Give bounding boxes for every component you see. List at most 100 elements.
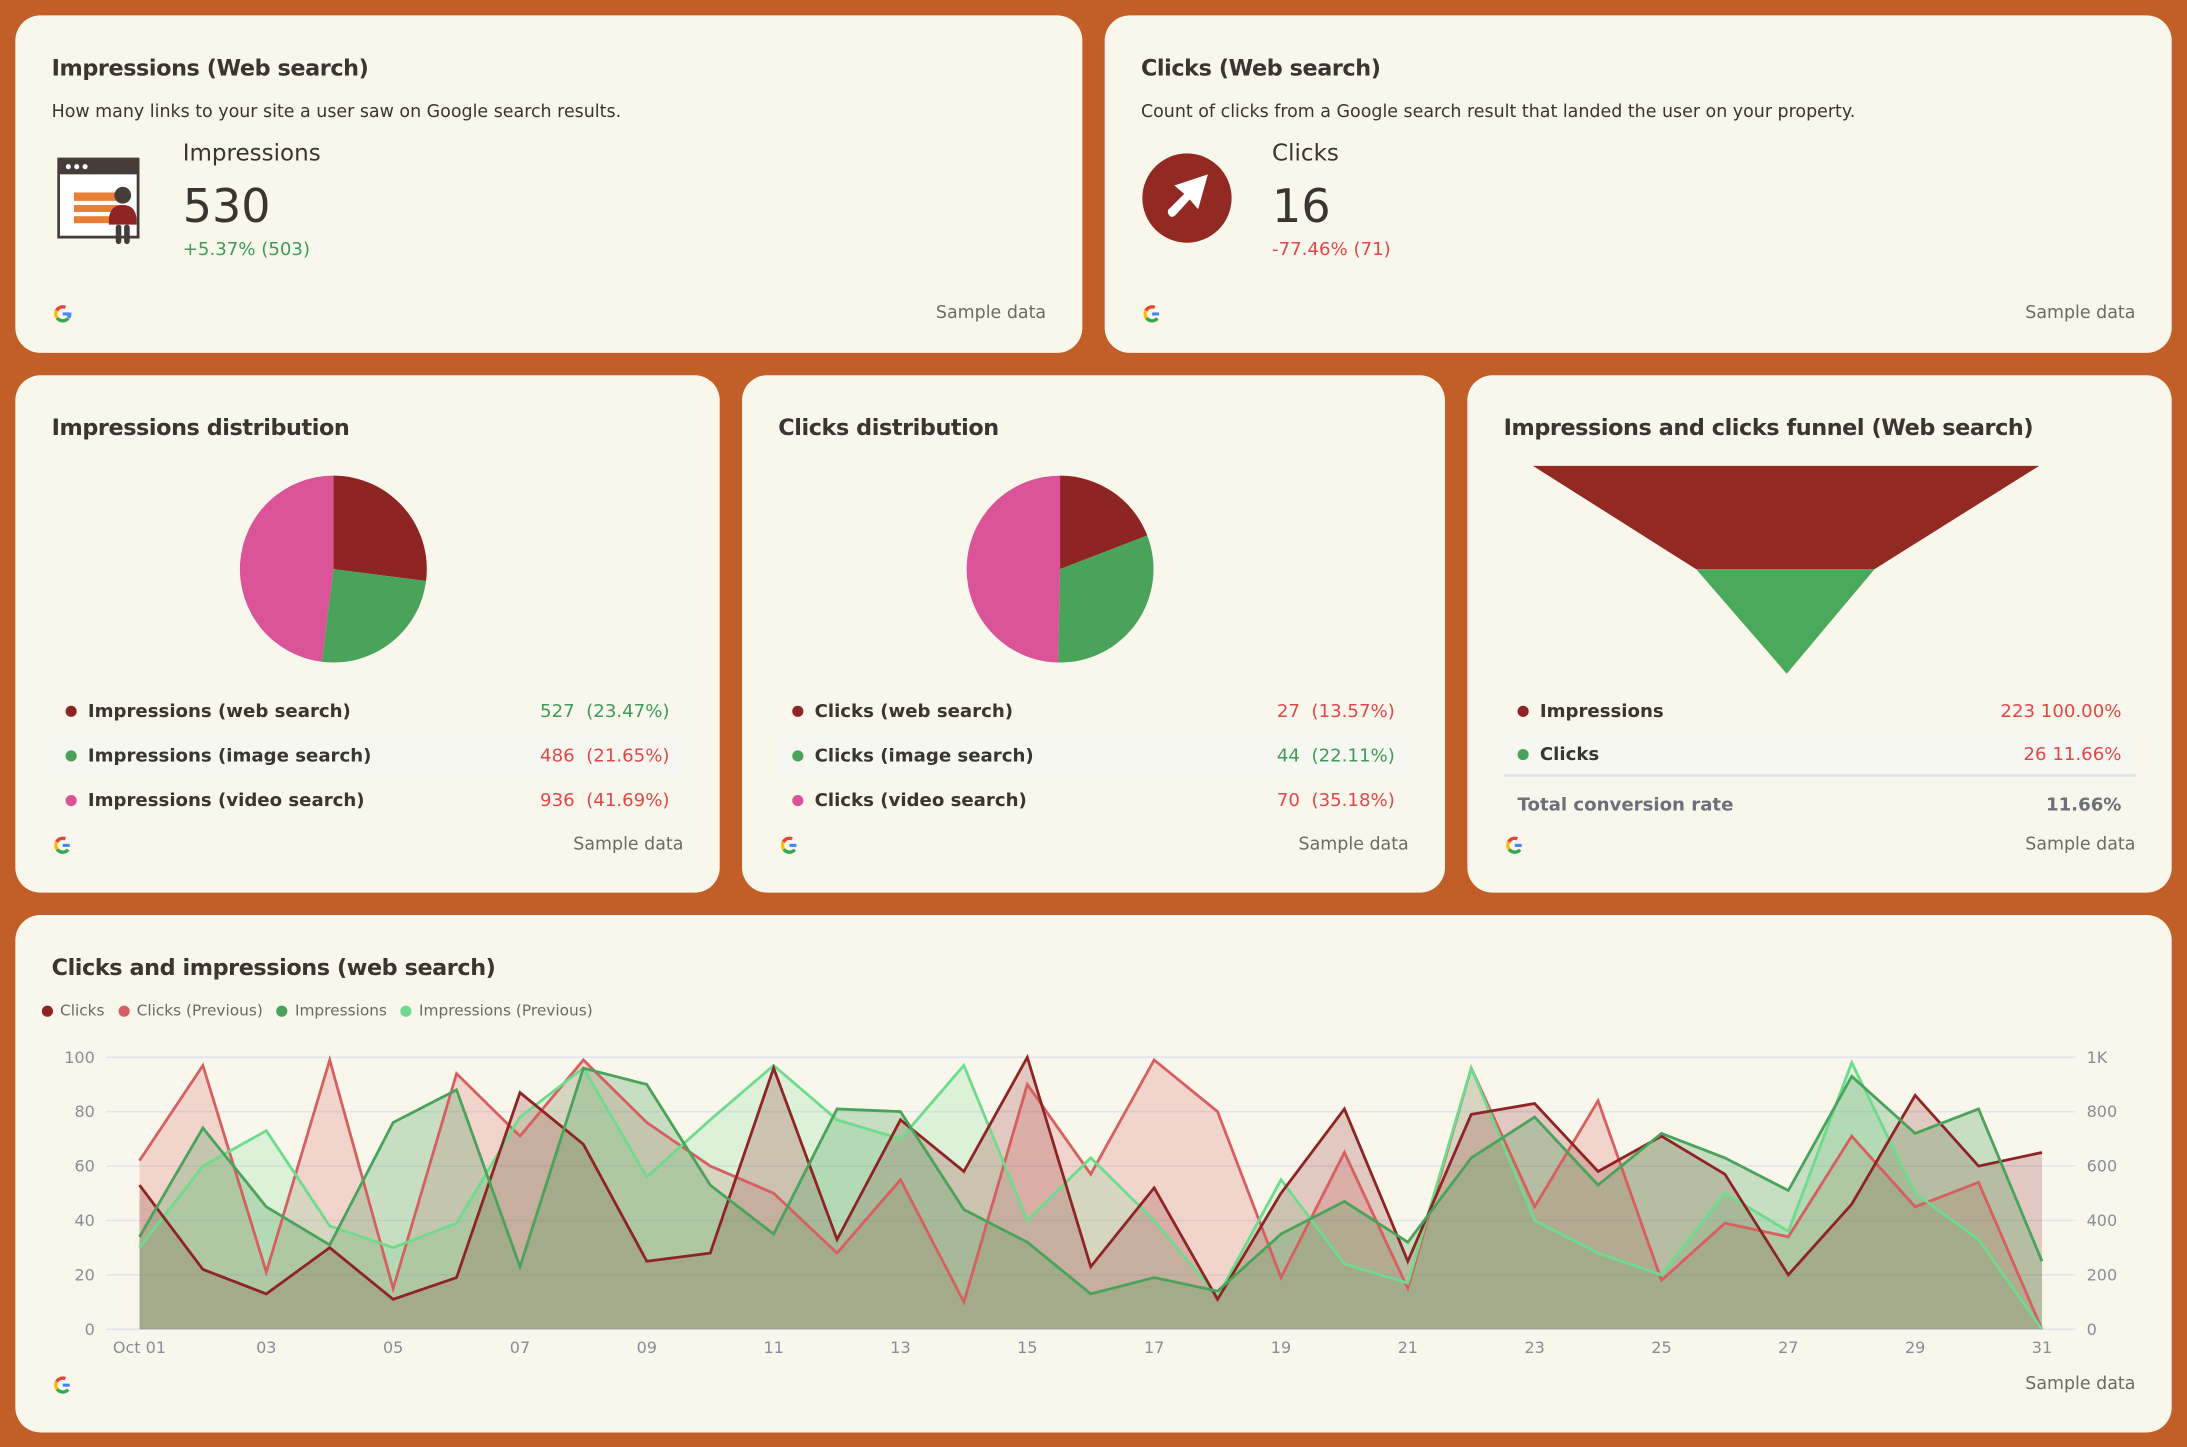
x-tick: 05 <box>383 1338 403 1357</box>
card-description: Count of clicks from a Google search res… <box>1140 100 1856 122</box>
y-right-tick: 800 <box>2087 1102 2118 1121</box>
legend-label: Impressions (image search) <box>87 745 372 767</box>
legend-dot <box>65 705 77 717</box>
sample-data-label: Sample data <box>1298 832 1409 854</box>
y-left-tick: 60 <box>74 1157 94 1176</box>
legend-dot <box>792 705 804 717</box>
pie-slice <box>966 475 1061 663</box>
legend-value: 44 (22.11%) <box>1276 745 1395 767</box>
legend-dot <box>400 1004 413 1017</box>
x-tick: 27 <box>1778 1338 1798 1357</box>
card-title: Impressions (Web search) <box>51 54 369 81</box>
legend-label: Impressions (video search) <box>87 790 365 812</box>
legend-label: Impressions <box>294 1001 387 1020</box>
google-icon <box>54 836 72 854</box>
x-tick: 25 <box>1651 1338 1671 1357</box>
funnel-label: Impressions <box>1539 700 1664 722</box>
google-icon <box>780 836 799 854</box>
google-icon <box>54 1376 72 1394</box>
legend-item[interactable]: Impressions <box>276 1001 387 1020</box>
funnel-card: Impressions and clicks funnel (Web searc… <box>1467 375 2172 893</box>
y-right-tick: 1K <box>2087 1048 2108 1067</box>
funnel-row-impressions: Impressions 223 100.00% <box>1504 690 2136 732</box>
funnel-value: 26 11.66% <box>2023 744 2122 766</box>
total-conversion-label: Total conversion rate <box>1517 794 1734 816</box>
x-tick: 09 <box>637 1338 657 1357</box>
legend-item[interactable]: Clicks (Previous) <box>118 1001 263 1020</box>
impressions-card: Impressions (Web search) How many links … <box>15 15 1083 353</box>
chart-title: Clicks and impressions (web search) <box>51 954 496 981</box>
google-icon <box>1506 836 1524 854</box>
legend-dot <box>65 750 77 762</box>
clicks-impressions-chart-card: Clicks and impressions (web search) Samp… <box>15 914 2172 1433</box>
pie-slice <box>333 475 427 582</box>
y-right-tick: 200 <box>2087 1265 2118 1284</box>
legend-item[interactable]: Impressions (Previous) <box>400 1001 593 1020</box>
legend-value: 27 (13.57%) <box>1276 700 1395 722</box>
legend-value: 486 (21.65%) <box>540 745 670 767</box>
legend-row: Clicks (web search) 27 (13.57%) <box>778 690 1408 732</box>
x-tick: 19 <box>1271 1338 1291 1357</box>
pie-slice <box>321 569 427 663</box>
total-conversion-value: 11.66% <box>2045 794 2122 816</box>
y-left-tick: 40 <box>74 1211 94 1230</box>
y-right-tick: 0 <box>2087 1320 2097 1339</box>
card-title: Clicks (Web search) <box>1140 54 1381 81</box>
funnel-stage-impressions <box>1532 465 2040 570</box>
clicks-card: Clicks (Web search) Count of clicks from… <box>1104 15 2172 353</box>
sample-data-label: Sample data <box>2025 301 2136 323</box>
legend-label: Clicks (video search) <box>814 790 1027 812</box>
funnel-row-clicks: Clicks 26 11.66% <box>1503 735 2136 777</box>
browser-presenter-icon <box>57 157 140 245</box>
legend-label: Clicks (image search) <box>814 745 1034 767</box>
legend-dot <box>1517 749 1529 761</box>
x-tick: 03 <box>256 1338 276 1357</box>
legend-dot <box>118 1004 130 1017</box>
impressions-pie-chart <box>239 475 427 663</box>
pie-slice <box>239 475 334 662</box>
legend-label: Clicks <box>59 1001 105 1020</box>
y-right-tick: 400 <box>2087 1211 2118 1230</box>
kpi-value: 530 <box>182 178 271 233</box>
card-title: Impressions and clicks funnel (Web searc… <box>1503 414 2034 441</box>
legend-row: Impressions (image search) 486 (21.65%) <box>51 735 684 777</box>
x-tick: 13 <box>890 1338 910 1357</box>
area-impressions-previous- <box>139 1062 2042 1330</box>
y-left-tick: 80 <box>74 1102 94 1121</box>
sample-data-label: Sample data <box>573 832 684 854</box>
clicks-pie-chart <box>966 475 1154 663</box>
kpi-label: Clicks <box>1272 139 1339 166</box>
area-impressions <box>139 1068 2042 1330</box>
funnel-label: Clicks <box>1539 744 1600 766</box>
legend-dot <box>1517 705 1529 717</box>
legend-label: Clicks (web search) <box>814 700 1014 722</box>
legend-row: Clicks (image search) 44 (22.11%) <box>778 735 1409 777</box>
funnel-value: 223 100.00% <box>2000 700 2122 722</box>
pie-slice <box>1057 535 1154 663</box>
legend-dot <box>41 1004 54 1017</box>
legend-label: Clicks (Previous) <box>136 1001 263 1020</box>
legend-value: 70 (35.18%) <box>1276 790 1395 812</box>
legend-dot <box>792 795 804 807</box>
x-tick: 07 <box>510 1338 530 1357</box>
x-tick: 11 <box>763 1338 783 1357</box>
legend-value: 936 (41.69%) <box>540 790 670 812</box>
sample-data-label: Sample data <box>2025 1372 2136 1394</box>
x-tick: 23 <box>1524 1338 1544 1357</box>
kpi-value: 16 <box>1272 178 1331 233</box>
card-title: Clicks distribution <box>778 414 999 441</box>
legend-item[interactable]: Clicks <box>41 1001 105 1020</box>
x-tick: Oct 01 <box>113 1338 166 1357</box>
y-left-tick: 20 <box>74 1265 94 1284</box>
kpi-delta: -77.46% (71) <box>1272 239 1391 261</box>
sample-data-label: Sample data <box>935 301 1047 323</box>
y-right-tick: 600 <box>2087 1157 2118 1176</box>
impressions-distribution-card: Impressions distribution Impressions (we… <box>15 375 720 893</box>
card-title: Impressions distribution <box>51 414 350 441</box>
total-conversion-row: Total conversion rate 11.66% <box>1504 784 2136 826</box>
x-tick: 31 <box>2032 1338 2052 1357</box>
area-clicks <box>139 1057 2042 1330</box>
clicks-distribution-card: Clicks distribution Clicks (web search) 2… <box>742 375 1446 893</box>
